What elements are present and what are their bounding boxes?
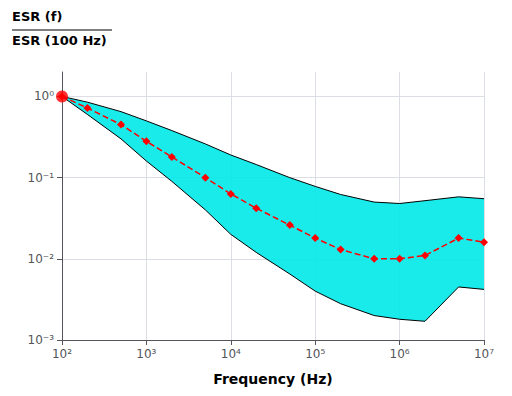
svg-text:ESR (f): ESR (f) xyxy=(12,9,62,24)
svg-text:10⁻¹: 10⁻¹ xyxy=(28,171,55,185)
svg-text:10⁰: 10⁰ xyxy=(34,89,54,103)
svg-text:10⁶: 10⁶ xyxy=(390,347,410,361)
svg-text:10⁵: 10⁵ xyxy=(305,347,325,361)
svg-text:10⁴: 10⁴ xyxy=(221,347,241,361)
svg-text:Frequency (Hz): Frequency (Hz) xyxy=(213,371,332,387)
svg-text:10⁻²: 10⁻² xyxy=(28,252,55,266)
svg-text:10³: 10³ xyxy=(136,347,156,361)
svg-text:10⁷: 10⁷ xyxy=(474,347,494,361)
svg-text:10²: 10² xyxy=(52,347,72,361)
svg-text:10⁻³: 10⁻³ xyxy=(28,333,55,347)
svg-text:ESR (100 Hz): ESR (100 Hz) xyxy=(12,33,107,48)
